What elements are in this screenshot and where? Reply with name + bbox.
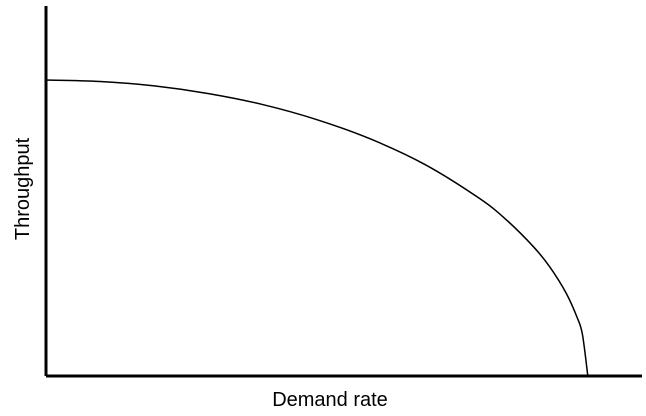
y-axis-title: Throughput — [12, 137, 34, 240]
x-axis-title: Demand rate — [272, 389, 388, 411]
series-line-0 — [45, 79, 589, 377]
plot-area — [45, 79, 589, 377]
